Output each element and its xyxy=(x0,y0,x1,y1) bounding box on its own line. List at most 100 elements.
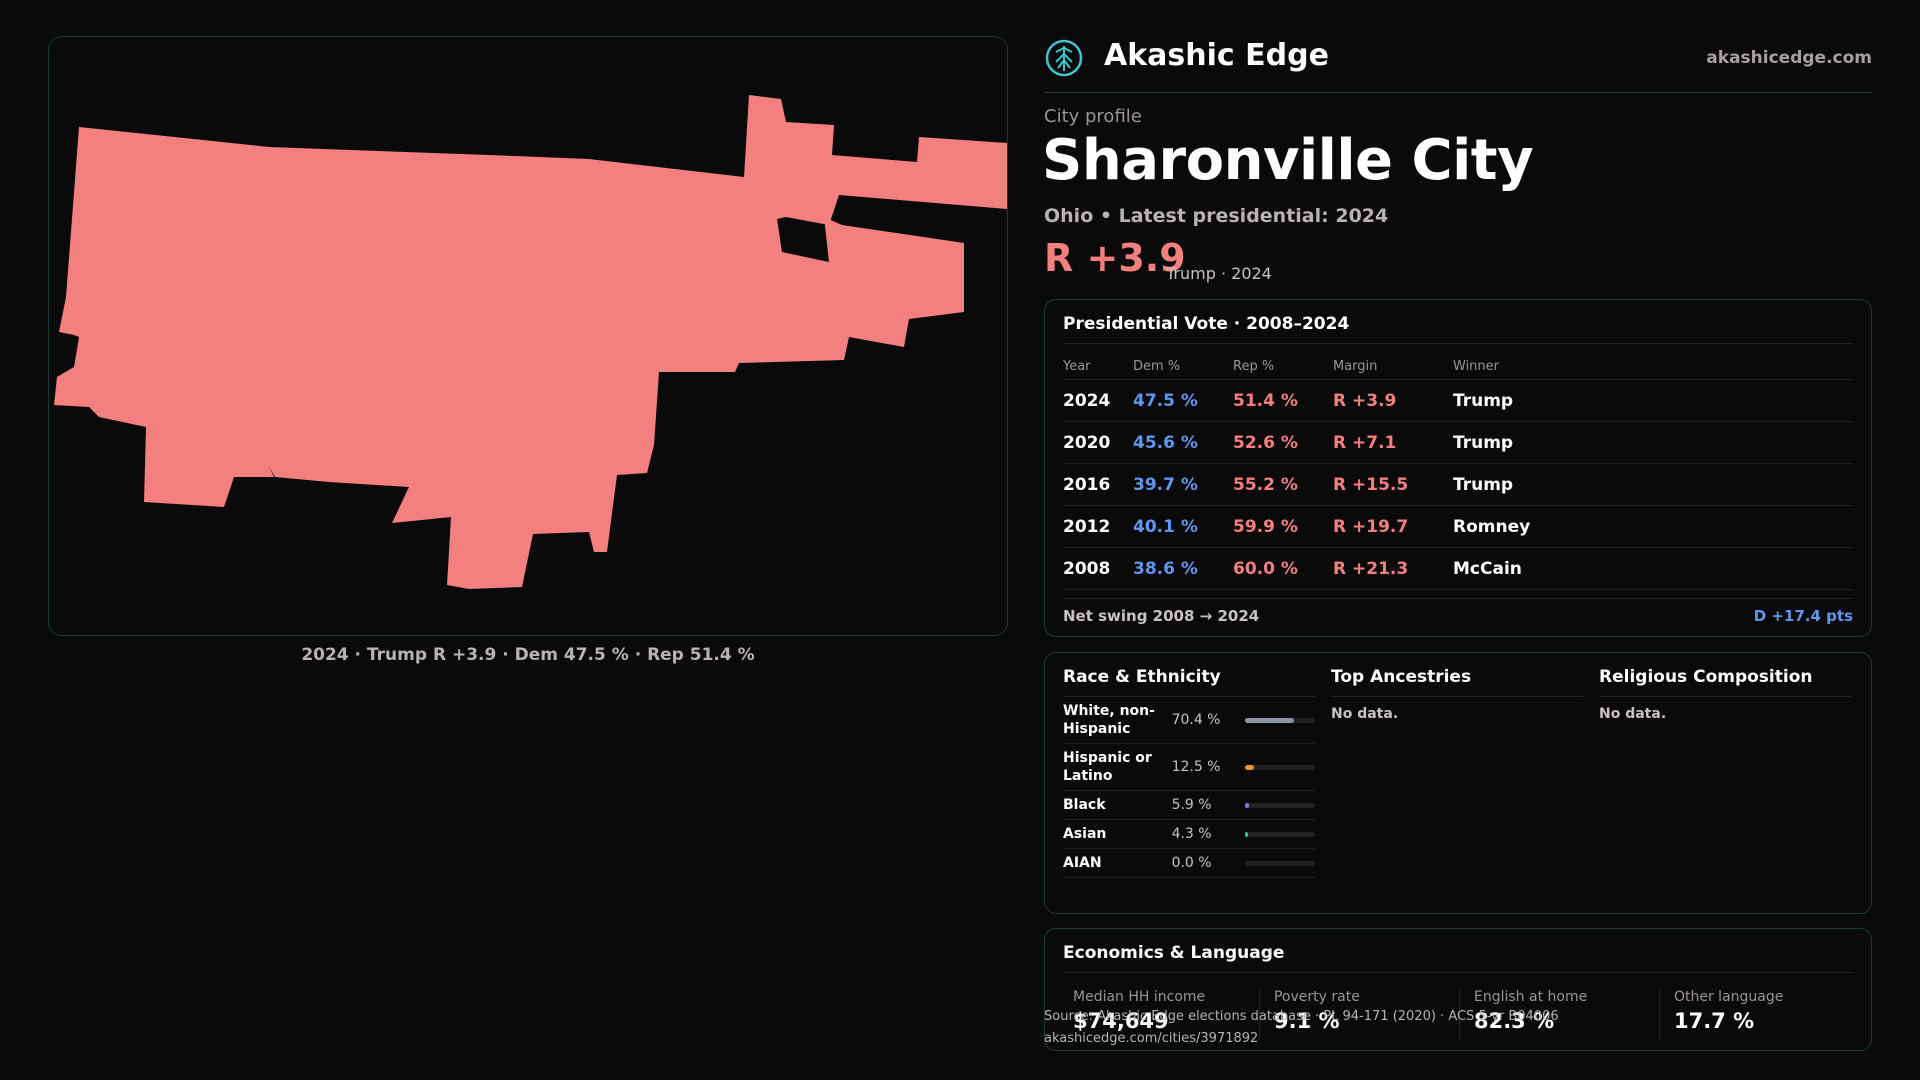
city-map[interactable] xyxy=(48,36,1008,636)
race-bar xyxy=(1245,802,1315,808)
presidential-vote-card: Presidential Vote · 2008–2024 Year Dem %… xyxy=(1044,299,1872,637)
net-swing-row: Net swing 2008 → 2024 D +17.4 pts xyxy=(1063,598,1853,625)
year-cell: 2012 xyxy=(1063,516,1111,537)
ancestries-title: Top Ancestries xyxy=(1331,667,1583,697)
race-label: Black xyxy=(1063,797,1106,813)
race-label: White, non-Hispanic xyxy=(1063,703,1155,737)
stat-value: 17.7 % xyxy=(1673,1009,1755,1033)
rep-cell: 59.9 % xyxy=(1233,516,1298,537)
margin-cell: R +7.1 xyxy=(1333,432,1397,453)
list-item: Black 5.9 % xyxy=(1063,791,1315,820)
dem-cell: 40.1 % xyxy=(1133,516,1198,537)
table-row: 2016 39.7 % 55.2 % R +15.5 Trump xyxy=(1063,464,1853,506)
race-pct: 12.5 % xyxy=(1171,759,1221,775)
margin-cell: R +21.3 xyxy=(1333,558,1409,579)
race-bar xyxy=(1245,831,1315,837)
city-boundary-shape[interactable] xyxy=(54,95,1007,589)
site-header: Akashic Edge akashicedge.com xyxy=(1044,36,1872,93)
city-boundary-map xyxy=(54,95,1007,589)
dem-cell: 39.7 % xyxy=(1133,474,1198,495)
stat-label: Other language xyxy=(1673,989,1784,1005)
religion-empty: No data. xyxy=(1599,706,1667,722)
ancestries-empty: No data. xyxy=(1331,706,1399,722)
list-item: Hispanic or Latino 12.5 % xyxy=(1063,744,1315,791)
race-bar xyxy=(1245,860,1315,866)
brand-name[interactable]: Akashic Edge xyxy=(1104,38,1329,73)
stat-poverty-rate: Poverty rate 9.1 % xyxy=(1258,989,1459,1041)
rep-cell: 60.0 % xyxy=(1233,558,1298,579)
year-cell: 2024 xyxy=(1063,390,1111,411)
race-bar xyxy=(1245,717,1315,723)
race-label: AIAN xyxy=(1063,855,1102,871)
race-pct: 70.4 % xyxy=(1171,712,1221,728)
table-row: 2008 38.6 % 60.0 % R +21.3 McCain xyxy=(1063,548,1853,590)
winner-cell: Trump xyxy=(1453,390,1514,411)
stat-value: $74,649 xyxy=(1073,1009,1169,1033)
winner-cell: McCain xyxy=(1453,558,1522,579)
stat-other-language: Other language 17.7 % xyxy=(1658,989,1859,1041)
race-pct: 4.3 % xyxy=(1171,826,1212,842)
race-ethnicity-section: Race & Ethnicity White, non-Hispanic 70.… xyxy=(1063,667,1315,899)
stat-label: Median HH income xyxy=(1073,989,1206,1005)
presidential-vote-title: Presidential Vote · 2008–2024 xyxy=(1063,314,1853,344)
list-item: Asian 4.3 % xyxy=(1063,820,1315,849)
winner-cell: Romney xyxy=(1453,516,1531,537)
table-row: 2024 47.5 % 51.4 % R +3.9 Trump xyxy=(1063,380,1853,422)
tree-icon[interactable] xyxy=(1044,38,1084,78)
rep-cell: 52.6 % xyxy=(1233,432,1298,453)
vote-table-header: Year Dem % Rep % Margin Winner xyxy=(1063,354,1853,380)
net-swing-label: Net swing 2008 → 2024 xyxy=(1063,607,1260,625)
latest-margin-note: Trump · 2024 xyxy=(1166,264,1272,283)
col-margin: Margin xyxy=(1333,359,1378,374)
race-bar xyxy=(1245,764,1315,770)
stat-value: 82.3 % xyxy=(1473,1009,1555,1033)
stat-median-income: Median HH income $74,649 xyxy=(1059,989,1259,1041)
stat-value: 9.1 % xyxy=(1273,1009,1340,1033)
economics-stats: Median HH income $74,649 Poverty rate 9.… xyxy=(1059,989,1859,1041)
winner-cell: Trump xyxy=(1453,474,1514,495)
source-citation: Source: Akashic Edge elections database … xyxy=(1044,1009,1559,1024)
source-url[interactable]: akashicedge.com/cities/3971892 xyxy=(1044,1031,1259,1046)
col-dem: Dem % xyxy=(1133,359,1181,374)
race-ethnicity-title: Race & Ethnicity xyxy=(1063,667,1315,697)
stat-english-at-home: English at home 82.3 % xyxy=(1458,989,1659,1041)
religion-title: Religious Composition xyxy=(1599,667,1851,697)
race-list: White, non-Hispanic 70.4 % Hispanic or L… xyxy=(1063,697,1315,878)
race-label: Hispanic or Latino xyxy=(1063,750,1152,784)
race-bar-fill xyxy=(1245,764,1254,770)
race-bar-fill xyxy=(1245,802,1250,808)
race-pct: 5.9 % xyxy=(1171,797,1212,813)
year-cell: 2016 xyxy=(1063,474,1111,495)
dem-cell: 38.6 % xyxy=(1133,558,1198,579)
economics-title: Economics & Language xyxy=(1063,943,1853,973)
page-eyebrow: City profile xyxy=(1044,106,1142,127)
stat-label: Poverty rate xyxy=(1273,989,1360,1005)
race-pct: 0.0 % xyxy=(1171,855,1212,871)
year-cell: 2008 xyxy=(1063,558,1111,579)
source-footer: Source: Akashic Edge elections database … xyxy=(1044,1006,1559,1050)
latest-margin: R +3.9 xyxy=(1044,236,1186,280)
race-bar-fill xyxy=(1245,831,1249,837)
race-label: Asian xyxy=(1063,826,1107,842)
rep-cell: 51.4 % xyxy=(1233,390,1298,411)
demographics-card: Race & Ethnicity White, non-Hispanic 70.… xyxy=(1044,652,1872,914)
economics-card: Economics & Language Median HH income $7… xyxy=(1044,928,1872,1051)
rep-cell: 55.2 % xyxy=(1233,474,1298,495)
list-item: AIAN 0.0 % xyxy=(1063,849,1315,878)
list-item: White, non-Hispanic 70.4 % xyxy=(1063,697,1315,744)
net-swing-value: D +17.4 pts xyxy=(1753,607,1853,625)
col-rep: Rep % xyxy=(1233,359,1275,374)
margin-cell: R +15.5 xyxy=(1333,474,1409,495)
table-row: 2012 40.1 % 59.9 % R +19.7 Romney xyxy=(1063,506,1853,548)
site-domain[interactable]: akashicedge.com xyxy=(1706,48,1872,68)
religion-section: Religious Composition No data. xyxy=(1599,667,1851,899)
race-bar-fill xyxy=(1245,717,1295,723)
margin-cell: R +3.9 xyxy=(1333,390,1397,411)
winner-cell: Trump xyxy=(1453,432,1514,453)
dem-cell: 45.6 % xyxy=(1133,432,1198,453)
vote-table: Year Dem % Rep % Margin Winner 2024 47.5… xyxy=(1063,354,1853,590)
ancestries-section: Top Ancestries No data. xyxy=(1331,667,1583,899)
page-title: Sharonville City xyxy=(1042,128,1534,193)
dem-cell: 47.5 % xyxy=(1133,390,1198,411)
margin-cell: R +19.7 xyxy=(1333,516,1409,537)
